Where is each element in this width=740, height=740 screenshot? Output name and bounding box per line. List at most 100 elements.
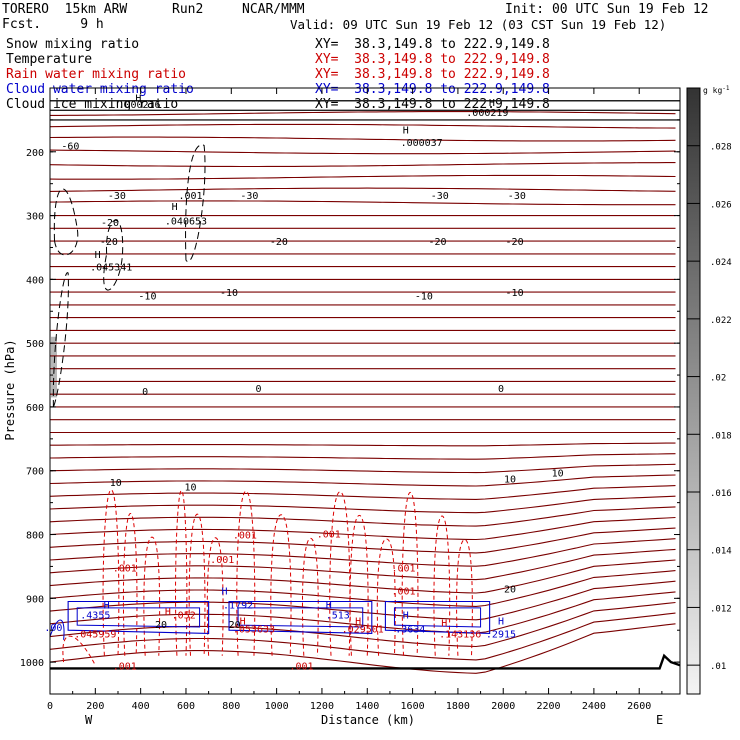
rain-contour <box>206 537 224 656</box>
rain-label: .029501 <box>342 624 384 635</box>
y-tick-label: 700 <box>26 467 44 478</box>
rain-label: .001 <box>113 564 137 575</box>
cloud-water-label: .4355 <box>80 610 110 621</box>
high-marker: H <box>498 617 504 628</box>
rain-label: .045959 <box>74 629 116 640</box>
isotherm-line <box>49 187 676 192</box>
init-time: Init: 00 UTC Sun 19 Feb 12 <box>505 2 709 17</box>
temperature-label: -30 <box>240 191 258 202</box>
temperature-label: -30 <box>108 191 126 202</box>
cloud-water-label: .2915 <box>486 629 516 640</box>
cloud-ice-contour <box>52 272 69 408</box>
temperature-label: -20 <box>100 237 118 248</box>
rain-contour <box>401 491 419 656</box>
colorbar-unit: g kg-1 <box>703 85 730 95</box>
cloud-water-contour <box>237 607 364 628</box>
temperature-label: -20 <box>270 237 288 248</box>
isotherm-line <box>50 442 676 447</box>
temperature-label: 20 <box>229 620 241 631</box>
cloud-ice-label: .040653 <box>165 217 207 228</box>
isotherm-line <box>49 463 676 474</box>
cloud-water-contour <box>393 607 482 628</box>
x-tick-label: 0 <box>47 701 53 712</box>
legend-cloud-water-xy: XY= 38.3,149.8 to 222.9,149.8 <box>315 82 550 97</box>
legend-cloud-water-label: Cloud water mixing ratio <box>6 82 194 97</box>
colorbar-tick-label: .014 <box>710 547 732 557</box>
x-axis-east-label: E <box>656 713 663 727</box>
terrain-line <box>50 653 681 670</box>
temperature-label: -10 <box>138 291 156 302</box>
plot-layer: -60 -30 -30 -30 -30 -20 -20 -20 -20 -10 -10 -10 -10 0… <box>44 94 681 674</box>
y-tick-label: 500 <box>26 339 44 350</box>
rain-label: .001 <box>233 531 257 542</box>
x-tick-label: 2200 <box>537 701 561 712</box>
colorbar-tick-label: .016 <box>710 489 732 499</box>
isotherm-line <box>49 601 676 648</box>
run-label: Run2 <box>172 2 204 17</box>
cloud-ice-contour <box>185 144 206 263</box>
isotherm-line <box>49 174 676 180</box>
isotherm-line <box>49 516 676 541</box>
rain-label: .001 <box>391 587 415 598</box>
snow-label: .000037 <box>401 138 443 149</box>
temperature-label: -10 <box>415 291 433 302</box>
snow-label: .001 <box>178 191 202 202</box>
x-tick-label: 2000 <box>491 701 515 712</box>
x-tick-label: 200 <box>86 701 104 712</box>
y-tick-label: 1000 <box>20 658 44 669</box>
rain-label: .052 <box>172 610 196 621</box>
y-tick-label: 900 <box>26 594 44 605</box>
high-marker: H <box>104 601 110 612</box>
colorbar-ramp <box>686 87 701 695</box>
temperature-label: -20 <box>506 237 524 248</box>
high-marker: H <box>172 202 178 213</box>
cloud-water-label: .3634 <box>395 624 425 635</box>
colorbar-tick-label: .018 <box>710 431 732 441</box>
colorbar-tick-label: .012 <box>710 604 732 614</box>
x-tick-label: 1600 <box>401 701 425 712</box>
high-marker: H <box>221 587 227 598</box>
temperature-label: -60 <box>61 141 79 152</box>
isotherm-line <box>49 200 676 206</box>
rain-label: .001 <box>210 555 234 566</box>
temperature-label: 10 <box>110 478 122 489</box>
rain-contour <box>175 490 188 656</box>
temperature-label: -30 <box>508 191 526 202</box>
rain-contour <box>349 514 369 656</box>
cloud-water-contour <box>67 600 210 634</box>
temperature-label: 10 <box>552 469 564 480</box>
isotherm-line <box>49 162 676 168</box>
rain-contour <box>456 539 473 656</box>
isotherm-line <box>49 149 676 155</box>
legend-temperature-label: Temperature <box>6 52 93 67</box>
colorbar: g kg-1 .01 .012 .014 .016 .018 .02 .022 .024 .02… <box>686 85 732 695</box>
cloud-water-contour <box>384 600 491 634</box>
isotherm-line <box>49 623 676 674</box>
isotherm-line <box>49 538 676 567</box>
isotherm-line <box>49 136 676 142</box>
isotherm-line <box>49 570 676 607</box>
rain-contour <box>122 512 138 656</box>
high-marker: H <box>403 125 409 136</box>
plot-frame <box>49 87 681 695</box>
snow-label: .000219 <box>466 108 508 119</box>
legend-rain-label: Rain water mixing ratio <box>6 67 187 82</box>
high-marker: H <box>240 617 246 628</box>
temperature-label: 0 <box>498 384 504 395</box>
y-tick-label: 200 <box>26 148 44 159</box>
valid-time: Valid: 09 UTC Sun 19 Feb 12 (03 CST Sun … <box>290 17 667 32</box>
colorbar-tick-label: .026 <box>710 200 732 210</box>
y-tick-label: 600 <box>26 403 44 414</box>
isotherm-line <box>49 453 676 460</box>
rain-contour <box>270 514 292 656</box>
colorbar-tick-label: .028 <box>710 143 732 153</box>
temperature-label: 0 <box>142 387 148 398</box>
colorbar-tick-label: .024 <box>710 258 732 268</box>
colorbar-tick-label: .02 <box>710 374 726 384</box>
cloud-water-contour <box>228 600 373 634</box>
temperature-label: -20 <box>428 237 446 248</box>
temperature-label: 20 <box>155 620 167 631</box>
temperature-label: -10 <box>220 288 238 299</box>
x-tick-label: 400 <box>132 701 150 712</box>
